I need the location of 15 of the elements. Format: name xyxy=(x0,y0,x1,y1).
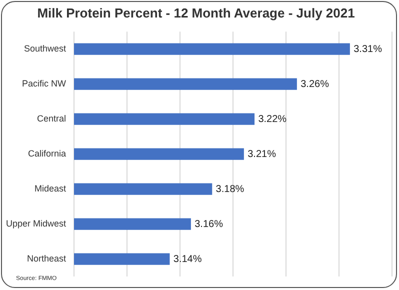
chart-title: Milk Protein Percent - 12 Month Average - July 2021 xyxy=(37,5,355,20)
data-label: 3.16% xyxy=(194,218,224,230)
y-tick-label: Upper Midwest xyxy=(6,218,66,229)
y-tick-label: Central xyxy=(36,114,66,124)
data-label: 3.18% xyxy=(216,184,244,195)
data-label: 3.21% xyxy=(248,148,276,160)
y-tick-label: California xyxy=(28,148,66,159)
y-tick-label: Southwest xyxy=(24,44,66,54)
y-tick-label: Mideast xyxy=(34,184,66,194)
y-tick-label: Northeast xyxy=(26,254,66,264)
data-label: 3.14% xyxy=(173,254,202,265)
data-label: 3.26% xyxy=(300,78,330,90)
y-tick-label: Pacific NW xyxy=(22,78,66,89)
data-label: 3.22% xyxy=(258,114,287,125)
data-label: 3.31% xyxy=(354,44,382,55)
